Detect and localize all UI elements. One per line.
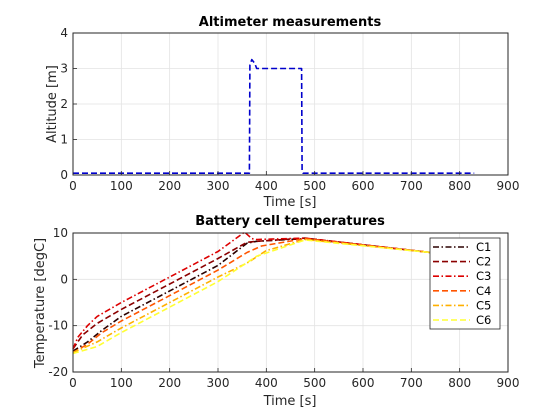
legend-item-c2: C2 [433, 255, 491, 269]
legend-label: C4 [476, 284, 491, 298]
altimeter-x-axis-label: Time [s] [263, 195, 317, 210]
series-line-c6 [72, 239, 431, 355]
x-tick-label: 400 [255, 376, 278, 390]
y-tick-label: -20 [48, 365, 68, 379]
legend-item-c3: C3 [433, 269, 491, 283]
y-tick-label: 0 [60, 272, 68, 286]
altitude-series-line [73, 58, 475, 174]
battery-chart-title: Battery cell temperatures [195, 214, 385, 229]
x-tick-label: 900 [497, 179, 520, 193]
legend-box [429, 237, 501, 330]
legend-label: C1 [476, 240, 491, 254]
x-tick-label: 0 [69, 376, 77, 390]
y-tick-label: 3 [60, 62, 68, 76]
legend-item-c1: C1 [433, 240, 491, 254]
battery-temperature-chart: Battery cell temperatures 0 100 200 300 400 5… [33, 214, 519, 409]
altimeter-series [73, 58, 475, 174]
legend-item-c4: C4 [433, 284, 491, 298]
y-tick-label: 0 [60, 168, 68, 182]
legend-label: C5 [476, 298, 491, 312]
legend-label: C2 [476, 255, 491, 269]
x-tick-label: 100 [110, 179, 133, 193]
series-line-c5 [72, 238, 431, 354]
x-tick-label: 600 [352, 376, 375, 390]
series-line-c3 [72, 231, 431, 350]
y-tick-label: 1 [60, 133, 68, 147]
x-tick-label: 400 [255, 179, 278, 193]
series-line-c2 [72, 237, 431, 350]
legend-label: C3 [476, 269, 491, 283]
x-tick-label: 700 [400, 179, 423, 193]
legend-label: C6 [476, 313, 491, 327]
x-tick-label: 600 [352, 179, 375, 193]
y-tick-label: 4 [60, 26, 68, 40]
battery-plot-frame [72, 232, 509, 373]
x-tick-label: 900 [497, 376, 520, 390]
x-tick-label: 500 [303, 376, 326, 390]
y-tick-label: -10 [48, 319, 68, 333]
x-tick-label: 200 [158, 376, 181, 390]
altimeter-y-ticks: 0 1 2 3 4 [60, 26, 77, 182]
x-tick-label: 500 [303, 179, 326, 193]
battery-y-axis-label: Temperature [degC] [33, 238, 48, 369]
legend-item-c6: C6 [433, 313, 491, 327]
altimeter-y-axis-label: Altitude [m] [45, 65, 60, 143]
x-tick-label: 700 [400, 376, 423, 390]
battery-series [72, 231, 431, 355]
x-tick-label: 100 [110, 376, 133, 390]
x-tick-label: 800 [448, 179, 471, 193]
y-tick-label: 10 [53, 226, 68, 240]
x-tick-label: 200 [158, 179, 181, 193]
x-tick-label: 0 [69, 179, 77, 193]
legend-item-c5: C5 [433, 298, 491, 312]
y-tick-label: 2 [60, 97, 68, 111]
battery-x-ticks: 0 100 200 300 400 500 600 700 800 900 [69, 368, 519, 390]
altimeter-chart: Altimeter measurements 0 100 200 300 400 500 6… [45, 15, 519, 210]
battery-y-ticks: -20 -10 0 10 [48, 226, 77, 379]
altimeter-x-ticks: 0 100 200 300 400 500 600 700 800 900 [69, 171, 519, 193]
x-tick-label: 300 [207, 376, 230, 390]
battery-x-axis-label: Time [s] [263, 394, 317, 409]
x-tick-label: 300 [207, 179, 230, 193]
x-tick-label: 800 [448, 376, 471, 390]
altimeter-chart-title: Altimeter measurements [199, 15, 382, 30]
series-line-c4 [72, 237, 431, 354]
